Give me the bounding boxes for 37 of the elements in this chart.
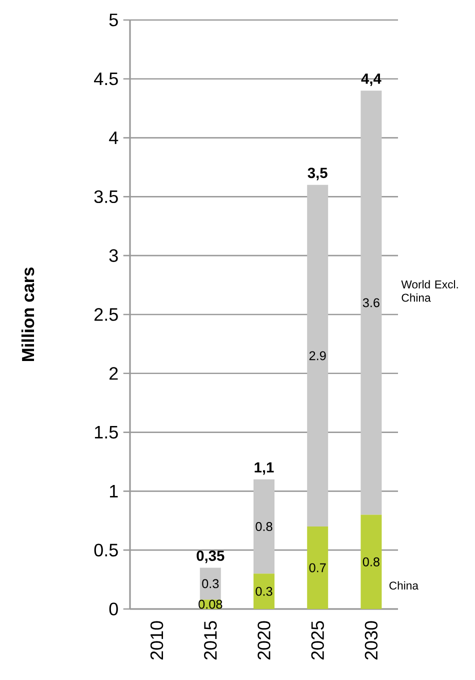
y-tick-label: 5 xyxy=(109,14,118,26)
data-label: 0.3 xyxy=(256,586,272,596)
y-tick-label: 1.5 xyxy=(94,426,118,439)
y-tick-label: 1 xyxy=(110,485,118,498)
x-tick-label: 2010 xyxy=(150,621,164,660)
series-label: World Excl. China xyxy=(401,280,458,302)
total-label: 3,5 xyxy=(308,168,328,180)
data-label: 3.6 xyxy=(362,298,380,308)
y-axis-title: Million cars xyxy=(21,268,34,362)
y-tick-label: 4.5 xyxy=(94,72,118,86)
y-tick-label: 0.5 xyxy=(94,544,118,556)
bar xyxy=(307,184,328,527)
total-label: 0,35 xyxy=(196,550,224,564)
bar xyxy=(254,479,274,574)
data-label: 0.3 xyxy=(202,579,219,588)
bar xyxy=(307,526,328,609)
total-label: 1,1 xyxy=(254,462,274,475)
bar xyxy=(360,514,382,609)
x-tick-label: 2025 xyxy=(311,621,324,660)
y-tick-label: 2 xyxy=(110,367,118,380)
y-tick-label: 2.5 xyxy=(94,308,118,321)
x-tick-label: 2015 xyxy=(204,621,217,660)
data-label: 0.7 xyxy=(309,563,326,572)
x-tick-label: 2030 xyxy=(364,621,378,660)
data-label: 2.9 xyxy=(309,351,326,360)
series-label: China xyxy=(389,581,418,590)
data-label: 0.8 xyxy=(362,557,380,566)
x-tick-label: 2020 xyxy=(258,621,270,660)
bar xyxy=(200,568,221,600)
y-tick-label: 4 xyxy=(109,132,118,144)
y-tick-label: 3 xyxy=(109,249,118,262)
y-tick-label: 3.5 xyxy=(94,190,118,204)
total-label: 4,4 xyxy=(361,74,382,86)
y-tick-label: 0 xyxy=(109,602,118,616)
bar xyxy=(254,574,274,609)
data-label: 0.8 xyxy=(256,522,272,532)
bar xyxy=(360,90,382,515)
